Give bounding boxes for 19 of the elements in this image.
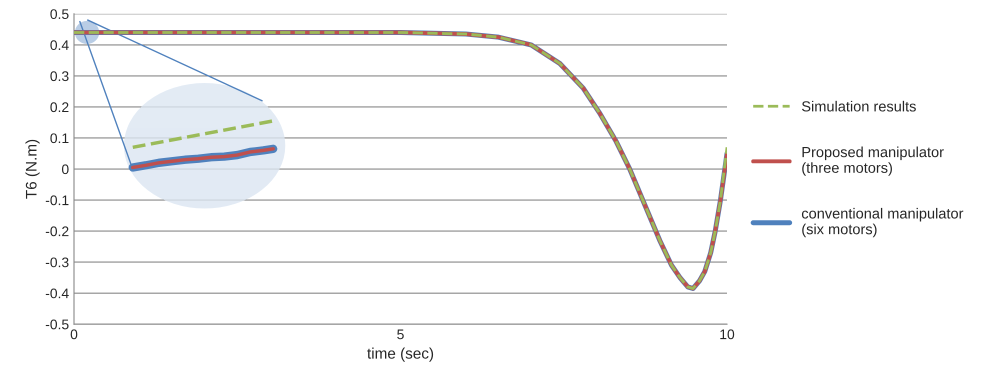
y-tick-label: 0.5 (50, 9, 69, 20)
legend-label: Simulation results (802, 100, 916, 112)
legend-label: conventional manipulator (six motors) (802, 208, 964, 238)
y-tick-label: -0.2 (46, 226, 68, 236)
y-tick-label: 0.4 (50, 40, 69, 50)
x-tick-label: 0 (70, 329, 78, 340)
y-tick-label: 0.1 (50, 133, 68, 144)
y-tick-label: -0.3 (46, 257, 69, 268)
x-axis-title: time (sec) (367, 348, 434, 362)
y-tick-label: 0.2 (50, 102, 68, 112)
y-tick-label: -0.5 (46, 320, 69, 330)
y-tick-label: 0.3 (50, 71, 69, 82)
y-tick-label: -0.4 (46, 288, 69, 298)
x-tick-label: 5 (397, 330, 404, 340)
x-tick-label: 10 (720, 329, 734, 340)
y-axis-title: T6 (N.m) (25, 140, 40, 199)
y-tick-label: 0 (62, 164, 69, 174)
y-tick-label: -0.1 (46, 195, 68, 206)
legend-label: Proposed manipulator (three motors) (802, 146, 944, 176)
